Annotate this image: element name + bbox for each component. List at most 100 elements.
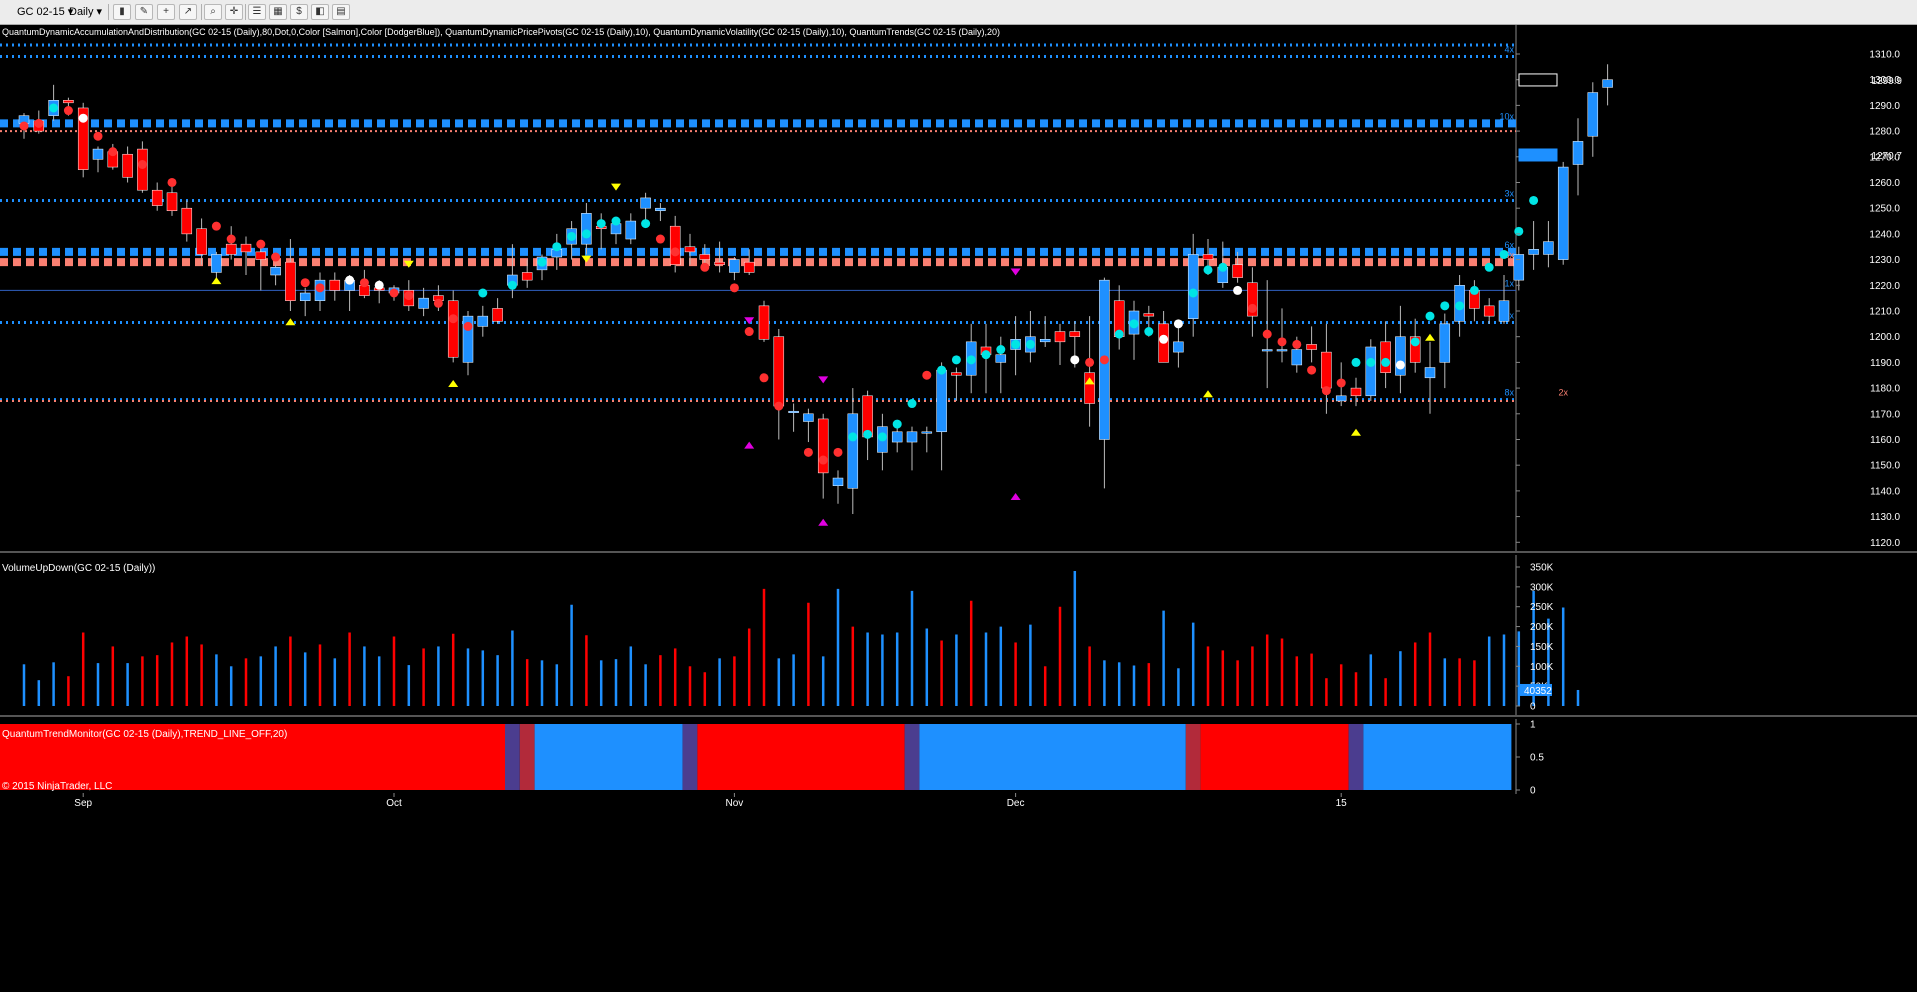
pivot-dot	[108, 147, 118, 157]
instrument-selector[interactable]: GC 02-15 ▾	[17, 6, 74, 18]
candle-body	[285, 261, 296, 301]
candle-body	[729, 259, 740, 273]
strategy-icon[interactable]: ↗	[179, 4, 197, 20]
volume-tick-label: 200K	[1530, 622, 1554, 633]
instrument-icon[interactable]: ◧	[311, 4, 329, 20]
pivot-dot	[1203, 265, 1213, 275]
data-box-icon[interactable]: ▦	[269, 4, 287, 20]
period-selector[interactable]: Daily ▾	[69, 6, 103, 18]
add-indicator-icon[interactable]: +	[157, 4, 175, 20]
pivot-dot	[1159, 334, 1169, 344]
candle-body	[492, 308, 503, 322]
chart-toolbar: GC 02-15 ▾ Daily ▾ ▮ ✎ + ↗ ⌕ ✛ ☰ ▦ $ ◧ ▤	[0, 0, 1917, 25]
pivot-dot	[1070, 355, 1080, 365]
chart-canvas[interactable]: 4x10x3x6x16x1x4x8x2x1120.01130.01140.011…	[0, 25, 1917, 992]
price-marker-box	[1518, 148, 1558, 162]
pivot-dot	[596, 219, 606, 229]
pivot-dot	[507, 280, 517, 290]
trend-triangle	[744, 317, 755, 325]
pivot-dot	[611, 216, 621, 226]
pivot-dot	[1410, 337, 1420, 347]
level-label: 8x	[1504, 388, 1514, 398]
candle-body	[1557, 166, 1569, 260]
copyright-text: © 2015 NinjaTrader, LLC	[2, 781, 112, 792]
candle-body	[1261, 349, 1273, 352]
trend-triangle	[581, 255, 592, 263]
trend-segment	[1348, 724, 1364, 790]
trend-segment	[697, 724, 905, 790]
trend-panel-title: QuantumTrendMonitor(GC 02-15 (Daily),TRE…	[2, 729, 287, 740]
trend-triangle	[744, 441, 755, 449]
crosshair-icon[interactable]: ✛	[225, 4, 243, 20]
level-label: 4x	[1504, 45, 1514, 55]
draw-pencil-icon[interactable]: ✎	[135, 4, 153, 20]
pivot-dot	[1440, 301, 1450, 311]
trend-segment	[919, 724, 1186, 790]
price-tick-label: 1220.0	[1869, 281, 1900, 292]
date-tick-label: Oct	[386, 798, 402, 809]
chart-trader-icon[interactable]: $	[290, 4, 308, 20]
trend-triangle	[285, 318, 296, 326]
pivot-dot	[49, 103, 59, 113]
panels-icon[interactable]: ▤	[332, 4, 350, 20]
pivot-dot	[1499, 249, 1509, 259]
pivot-dot	[581, 229, 591, 239]
pivot-dot	[1218, 262, 1228, 272]
pivot-dot	[1262, 329, 1272, 339]
trend-triangle	[818, 376, 829, 384]
pivot-dot	[877, 432, 887, 442]
price-marker-label: 1270.7	[1871, 151, 1902, 162]
pivot-dot	[892, 419, 902, 429]
pivot-dot	[655, 234, 665, 244]
price-panel-title: QuantumDynamicAccumulationAndDistributio…	[2, 27, 1000, 37]
candle-body	[788, 410, 799, 413]
candle-body	[151, 189, 163, 206]
candle-body	[462, 315, 474, 363]
pivot-dot	[641, 219, 651, 229]
volume-tick-label: 250K	[1530, 602, 1554, 613]
candle-body	[1498, 300, 1510, 322]
candle-body	[906, 431, 918, 443]
trend-triangle	[403, 260, 414, 268]
candle-body	[477, 315, 489, 327]
pivot-dot	[1425, 311, 1435, 321]
pivot-dot	[226, 234, 236, 244]
pivot-dot	[374, 280, 384, 290]
candle-body	[817, 418, 829, 474]
pivot-dot	[1381, 357, 1391, 367]
trend-triangle	[1351, 428, 1361, 436]
trend-triangle	[211, 277, 222, 285]
candle-body	[655, 207, 666, 212]
price-tick-label: 1250.0	[1869, 204, 1900, 215]
price-tick-label: 1210.0	[1869, 306, 1900, 317]
price-tick-label: 1270.0	[1869, 152, 1900, 163]
candle-body	[329, 279, 341, 291]
pivot-dot	[863, 429, 873, 439]
candle-body	[1587, 92, 1599, 137]
trend-triangle	[1010, 493, 1021, 501]
candle-body	[1054, 331, 1066, 343]
candle-body	[1572, 141, 1584, 165]
pivot-dot	[951, 355, 961, 365]
price-panel: 4x10x3x6x16x1x4x8x2x1120.01130.01140.011…	[0, 25, 1917, 553]
price-tick-label: 1180.0	[1870, 384, 1900, 395]
pivot-dot	[759, 373, 769, 383]
level-label: 1x	[1504, 278, 1514, 288]
price-tick-label: 1300.0	[1869, 75, 1900, 86]
properties-icon[interactable]: ☰	[248, 4, 266, 20]
pivot-dot	[818, 455, 828, 465]
trend-segment	[0, 724, 505, 790]
candle-body	[1395, 336, 1406, 376]
pivot-dot	[833, 447, 843, 457]
pivot-dot	[1247, 303, 1257, 313]
price-tick-label: 1200.0	[1869, 332, 1900, 343]
price-tick-label: 1150.0	[1870, 461, 1900, 472]
pivot-dot	[803, 447, 813, 457]
candle-body	[122, 153, 133, 178]
zoom-icon[interactable]: ⌕	[204, 4, 222, 20]
candle-body	[181, 207, 193, 235]
bar-style-icon[interactable]: ▮	[113, 4, 131, 20]
pivot-dot	[345, 275, 355, 285]
trend-segment	[534, 724, 683, 790]
volume-tick-label: 150K	[1530, 642, 1554, 653]
